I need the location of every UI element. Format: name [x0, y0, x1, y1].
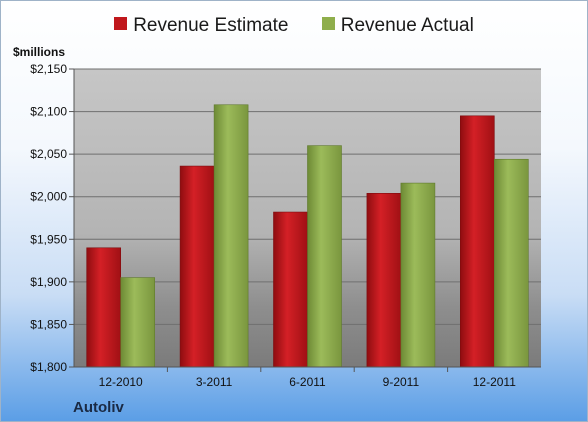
x-tick-label: 3-2011 [196, 375, 233, 389]
chart-legend: Revenue Estimate Revenue Actual [1, 15, 587, 37]
estimate-bar [459, 115, 495, 368]
estimate-bar [86, 247, 121, 368]
y-tick-label: $2,150 [30, 62, 67, 76]
x-tick-label: 6-2011 [289, 375, 326, 389]
estimate-bar [366, 193, 402, 368]
actual-bar [493, 158, 529, 368]
y-tick-label: $2,050 [30, 147, 67, 161]
y-tick-label: $1,850 [30, 317, 67, 331]
company-name: Autoliv [73, 399, 124, 416]
y-axis-unit-label: $millions [13, 45, 66, 59]
actual-bar [400, 182, 436, 368]
legend-swatch-estimate [114, 17, 128, 31]
actual-bar [120, 277, 155, 368]
y-tick-label: $2,000 [30, 190, 67, 204]
actual-bar [307, 145, 342, 368]
y-tick-label: $1,950 [30, 232, 67, 246]
legend-label-estimate: Revenue Estimate [133, 15, 289, 36]
x-tick-label: 9-2011 [383, 375, 420, 389]
legend-swatch-actual [321, 17, 335, 31]
y-tick-label: $1,900 [30, 275, 67, 289]
y-tick-label: $2,100 [30, 105, 67, 119]
x-tick-label: 12-2010 [99, 375, 143, 389]
legend-item-estimate: Revenue Estimate [114, 15, 288, 37]
estimate-bar [273, 211, 308, 368]
y-tick-label: $1,800 [30, 360, 67, 374]
estimate-bar [179, 165, 215, 368]
actual-bar [213, 104, 249, 368]
x-tick-label: 12-2011 [473, 375, 516, 389]
legend-item-actual: Revenue Actual [321, 15, 474, 37]
legend-label-actual: Revenue Actual [340, 15, 474, 36]
